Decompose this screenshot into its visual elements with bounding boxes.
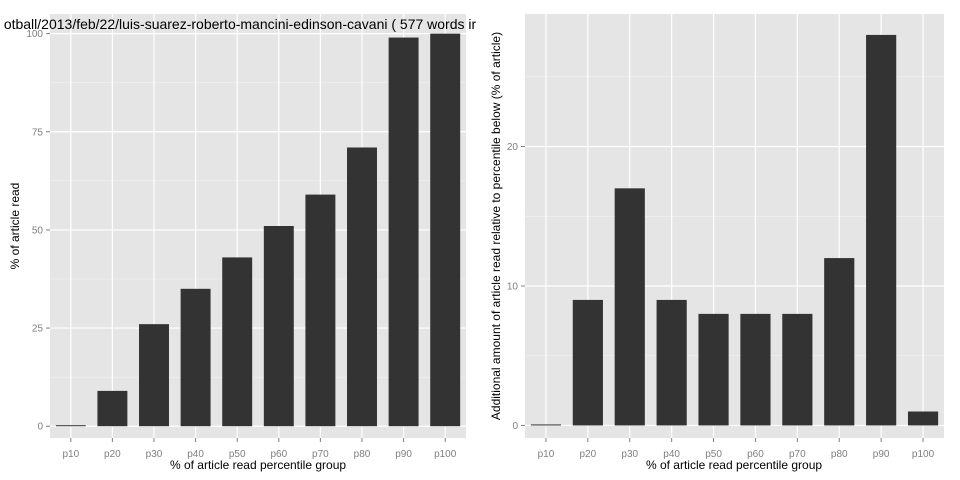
left-chart-title: otball/2013/feb/22/luis-suarez-roberto-m… xyxy=(4,16,477,32)
left-y-tick-label: 50 xyxy=(32,225,44,236)
right-y-tick-label: 20 xyxy=(507,142,519,153)
left-x-axis-title: % of article read percentile group xyxy=(170,458,346,472)
right-y-axis-title: Additional amount of article read relati… xyxy=(489,32,503,420)
right-bar-p30 xyxy=(614,188,645,426)
left-x-tick-label-p100: p100 xyxy=(434,449,457,460)
right-x-tick-label-p40: p40 xyxy=(663,449,680,460)
left-y-tick-label: 75 xyxy=(32,127,44,138)
left-y-tick-label: 25 xyxy=(32,324,44,335)
right-x-tick-label-p100: p100 xyxy=(912,449,935,460)
right-bar-p10 xyxy=(530,424,562,426)
left-x-tick-label-p50: p50 xyxy=(229,449,246,460)
left-bar-p10 xyxy=(55,425,86,427)
right-x-tick-label-p10: p10 xyxy=(538,449,555,460)
left-bar-p90 xyxy=(388,37,419,427)
left-x-tick-label-p10: p10 xyxy=(62,449,79,460)
left-bar-p30 xyxy=(139,324,169,427)
chart-left: 0 25 50 75 100 p10 p20 p30 p40 p50 p60 p70 p80 p90 p10… xyxy=(4,14,477,472)
right-bar-p40 xyxy=(656,299,687,426)
left-bar-p20 xyxy=(97,390,128,427)
right-bar-p50 xyxy=(698,313,729,426)
right-y-tick-label: 10 xyxy=(507,281,519,292)
right-bar-p20 xyxy=(572,299,603,426)
right-x-tick-label-p50: p50 xyxy=(705,449,722,460)
left-x-tick-label-p40: p40 xyxy=(187,449,204,460)
right-bar-p60 xyxy=(740,313,771,426)
left-bar-p60 xyxy=(263,226,294,427)
right-x-tick-label-p60: p60 xyxy=(747,449,764,460)
chart-right: 0 10 20 p10 p20 p30 p40 p50 p60 p70 p80 p90 p100 % of… xyxy=(489,14,944,472)
left-x-tick-label-p80: p80 xyxy=(354,449,371,460)
left-y-tick-label: 100 xyxy=(26,29,43,40)
right-y-tick-label: 0 xyxy=(512,421,518,432)
left-x-tick-label-p30: p30 xyxy=(146,449,163,460)
left-x-tick-label-p20: p20 xyxy=(104,449,121,460)
right-x-tick-label-p90: p90 xyxy=(873,449,890,460)
right-x-axis-title: % of article read percentile group xyxy=(646,458,822,472)
left-bar-p80 xyxy=(347,147,377,427)
right-x-tick-label-p20: p20 xyxy=(580,449,597,460)
right-x-tick-label-p80: p80 xyxy=(831,449,848,460)
left-x-tick-label-p60: p60 xyxy=(270,449,287,460)
left-y-axis-title: % of article read xyxy=(8,183,22,270)
right-x-tick-label-p70: p70 xyxy=(789,449,806,460)
right-bar-p90 xyxy=(866,34,897,426)
left-bar-p70 xyxy=(305,194,336,427)
left-bar-p50 xyxy=(222,257,253,427)
left-x-tick-label-p70: p70 xyxy=(312,449,329,460)
right-x-tick-label-p30: p30 xyxy=(621,449,638,460)
left-bar-p40 xyxy=(180,288,211,427)
right-bar-p70 xyxy=(782,313,813,426)
right-bar-p80 xyxy=(824,258,855,426)
left-x-tick-label-p90: p90 xyxy=(395,449,412,460)
left-y-tick-label: 0 xyxy=(37,422,43,433)
left-bar-p100 xyxy=(430,33,461,427)
right-bar-p100 xyxy=(907,411,939,426)
